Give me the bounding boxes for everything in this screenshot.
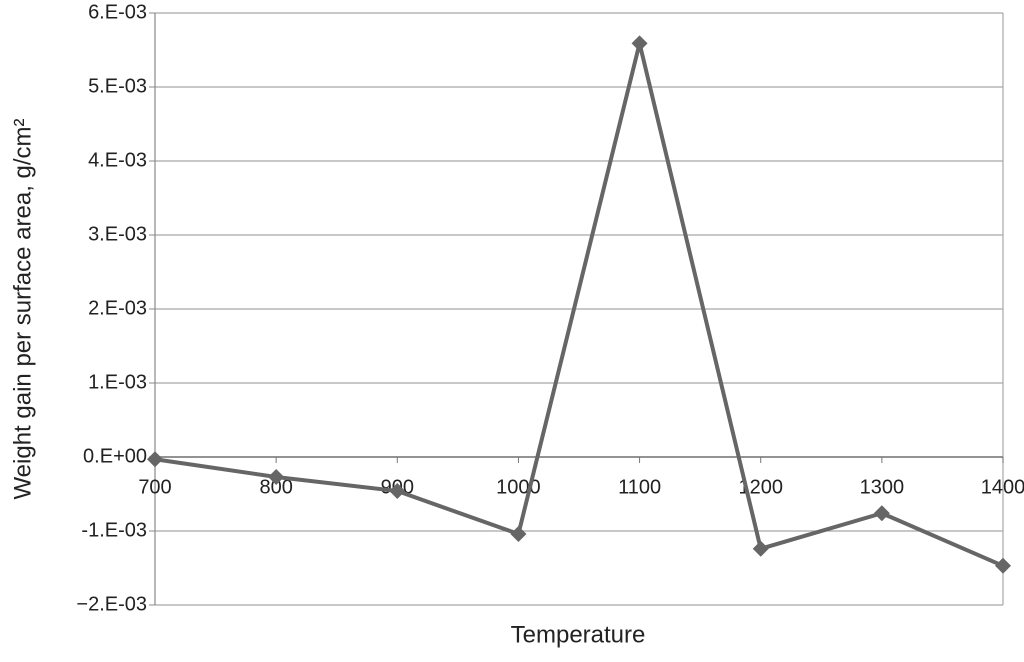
y-tick-label: 4.E-03 (88, 149, 147, 171)
x-tick-label: 1300 (860, 476, 905, 498)
data-point (147, 451, 163, 468)
x-tick-label: 1200 (738, 476, 783, 498)
y-tick-label: 3.E-03 (88, 223, 147, 245)
x-tick-label: 1400 (981, 476, 1024, 498)
y-tick-label: -1.E-03 (81, 519, 147, 541)
x-axis-label: Temperature (511, 621, 646, 648)
y-tick-label: 6.E-03 (88, 1, 147, 23)
y-tick-label: 2.E-03 (88, 297, 147, 319)
x-tick-label: 700 (138, 476, 171, 498)
data-point (510, 525, 527, 542)
data-point (873, 505, 890, 522)
y-tick-label: 1.E-03 (88, 371, 147, 393)
data-point (752, 540, 769, 557)
y-tick-label: −2.E-03 (76, 593, 147, 615)
x-tick-label: 800 (259, 476, 292, 498)
data-point (995, 557, 1011, 574)
x-tick-label: 1000 (496, 476, 541, 498)
y-axis-label: Weight gain per surface area, g/cm² (9, 118, 36, 499)
y-tick-label: 0.E+00 (83, 445, 147, 467)
x-tick-label: 1100 (618, 476, 661, 498)
data-point (268, 468, 285, 485)
y-tick-label: 5.E-03 (88, 75, 147, 97)
data-point (389, 483, 406, 500)
data-line (154, 41, 1004, 568)
data-point (631, 35, 648, 52)
